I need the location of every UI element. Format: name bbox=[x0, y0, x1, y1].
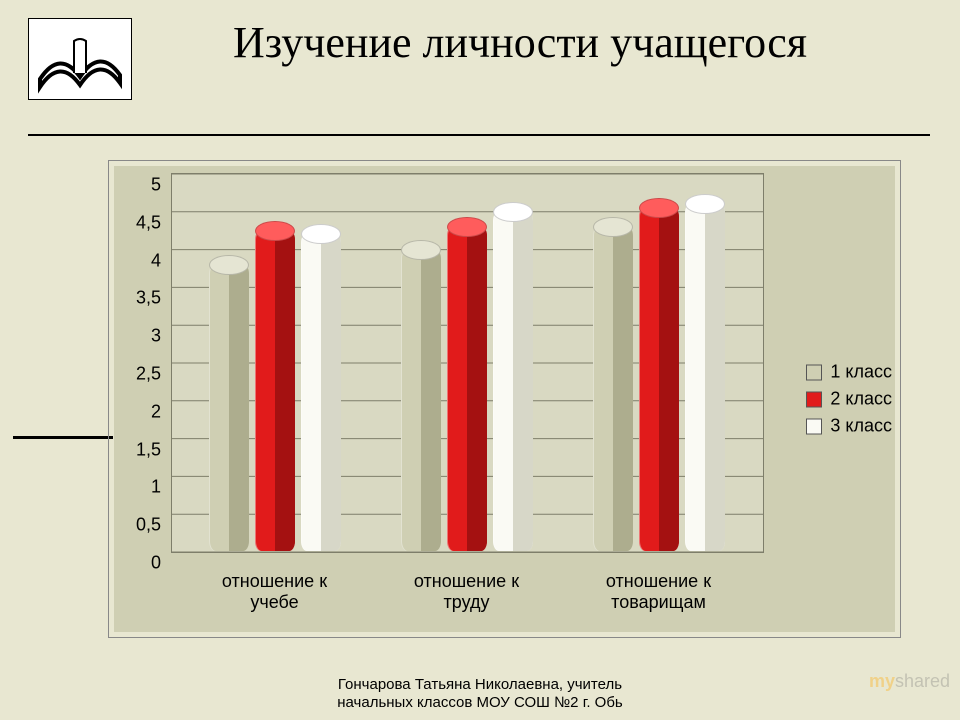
slide-root: Изучение личности учащегося 0 0,5 1 1,5 2 2,5… bbox=[0, 0, 960, 720]
y-tick-label: 1,5 bbox=[136, 439, 161, 460]
y-tick-label: 0,5 bbox=[136, 515, 161, 536]
left-short-rule bbox=[13, 436, 113, 439]
bar-cylinder bbox=[493, 211, 533, 551]
bar-cylinder bbox=[639, 207, 679, 551]
chart-plot-area bbox=[171, 173, 762, 551]
legend-item: 1 класс bbox=[806, 362, 892, 383]
chart-bars bbox=[171, 173, 762, 551]
legend-item: 3 класс bbox=[806, 416, 892, 437]
x-category-label: отношение ктоварищам bbox=[583, 571, 735, 612]
x-category-label: отношение ктруду bbox=[391, 571, 543, 612]
bar-cylinder bbox=[255, 230, 295, 551]
book-icon bbox=[28, 18, 132, 100]
bar-cylinder bbox=[685, 203, 725, 551]
legend-swatch bbox=[806, 364, 822, 380]
y-tick-label: 3 bbox=[151, 326, 161, 347]
legend-swatch bbox=[806, 391, 822, 407]
y-tick-label: 1 bbox=[151, 477, 161, 498]
legend-label: 1 класс bbox=[830, 362, 892, 383]
header: Изучение личности учащегося bbox=[0, 0, 960, 150]
bar-cylinder bbox=[209, 264, 249, 551]
y-tick-label: 3,5 bbox=[136, 288, 161, 309]
legend-label: 2 класс bbox=[830, 389, 892, 410]
chart: 00,511,522,533,544,55 отношение кучебеот… bbox=[108, 160, 901, 638]
x-category-label: отношение кучебе bbox=[199, 571, 351, 612]
x-axis-labels: отношение кучебе отношение ктруду отношени… bbox=[171, 565, 762, 629]
bar-cylinder bbox=[447, 226, 487, 551]
y-tick-label: 2 bbox=[151, 401, 161, 422]
y-tick-label: 0 bbox=[151, 553, 161, 574]
y-tick-label: 4,5 bbox=[136, 212, 161, 233]
bar-cylinder bbox=[593, 226, 633, 551]
header-rule bbox=[28, 134, 930, 136]
y-tick-label: 4 bbox=[151, 250, 161, 271]
bar-cylinder bbox=[301, 233, 341, 551]
legend-swatch bbox=[806, 418, 822, 434]
legend-item: 2 класс bbox=[806, 389, 892, 410]
legend-label: 3 класс bbox=[830, 416, 892, 437]
y-tick-label: 5 bbox=[151, 175, 161, 196]
y-axis-labels: 00,511,522,533,544,55 bbox=[121, 173, 161, 551]
bar-cylinder bbox=[401, 249, 441, 551]
footer-text: Гончарова Татьяна Николаевна, учительнач… bbox=[0, 676, 960, 712]
chart-legend: 1 класс 2 класс 3 класс bbox=[806, 356, 892, 443]
slide-title: Изучение личности учащегося bbox=[120, 18, 920, 69]
y-tick-label: 2,5 bbox=[136, 364, 161, 385]
